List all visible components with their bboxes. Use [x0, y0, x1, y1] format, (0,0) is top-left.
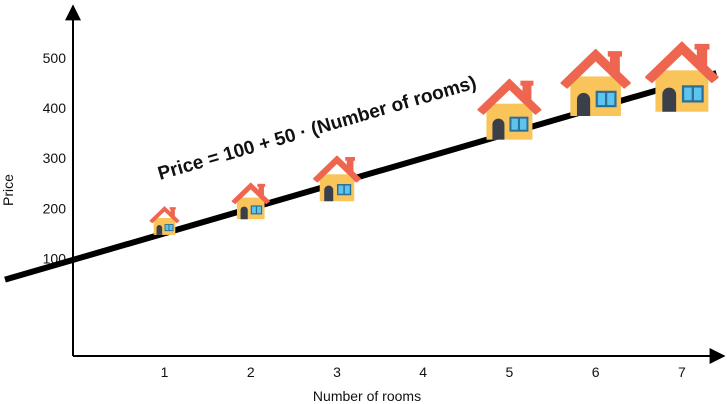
y-tick-label: 500	[43, 50, 67, 66]
x-tick-label: 5	[506, 364, 514, 380]
regression-equation-label: Price = 100 + 50 · (Number of rooms)	[156, 72, 479, 184]
axes	[65, 4, 726, 364]
x-tick-label: 6	[592, 364, 600, 380]
data-points	[149, 41, 719, 235]
x-tick-label: 2	[247, 364, 255, 380]
y-tick-label: 200	[43, 200, 67, 216]
house-icon	[231, 182, 270, 220]
x-tick-label: 4	[419, 364, 427, 380]
x-tick-label: 7	[678, 364, 686, 380]
y-tick-label: 300	[43, 150, 67, 166]
house-icon	[560, 48, 631, 117]
house-icon	[645, 41, 719, 112]
y-tick-label: 400	[43, 100, 67, 116]
x-tick-label: 3	[333, 364, 341, 380]
y-axis-label: Price	[0, 174, 16, 206]
x-tick-label: 1	[161, 364, 169, 380]
house-icon	[312, 155, 361, 202]
house-icon	[477, 78, 542, 140]
house-icon	[149, 206, 180, 235]
x-axis-label: Number of rooms	[313, 388, 421, 404]
